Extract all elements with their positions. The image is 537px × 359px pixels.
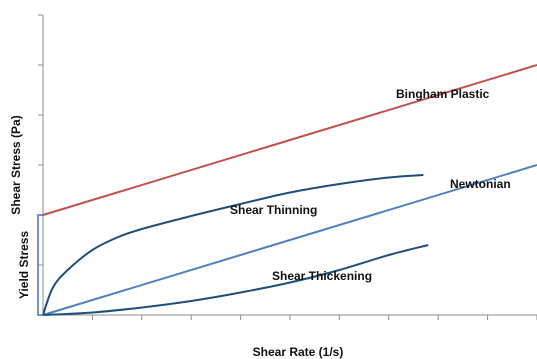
series-label-newtonian: Newtonian: [450, 177, 511, 191]
series-label-shear-thinning: Shear Thinning: [230, 203, 317, 217]
x-axis-label: Shear Rate (1/s): [253, 345, 344, 359]
yield-stress-bracket: [37, 214, 44, 316]
series-line-bingham-plastic: [42, 64, 537, 216]
series-line-shear-thinning: [42, 174, 424, 316]
series-line-shear-thickening: [42, 244, 429, 316]
series-lines: [42, 64, 537, 316]
series-label-shear-thickening: Shear Thickening: [272, 269, 372, 283]
yield-stress-bracket-line: [37, 214, 44, 316]
series-label-bingham-plastic: Bingham Plastic: [396, 87, 490, 101]
series-line-newtonian: [42, 164, 537, 316]
y-axis-label: Shear Stress (Pa): [9, 115, 23, 214]
yield-stress-label: Yield Stress: [17, 231, 31, 300]
